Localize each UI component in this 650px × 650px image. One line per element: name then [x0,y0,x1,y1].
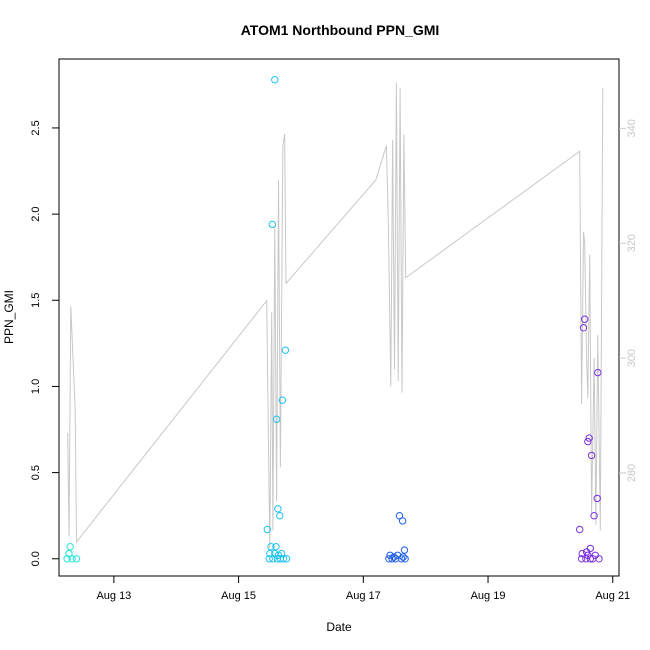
data-point [269,555,277,563]
data-point [584,437,592,446]
data-point [587,451,596,460]
y-axis-label: PPN_GMI [2,290,16,344]
data-point [593,494,601,503]
data-point [274,505,282,513]
data-point [279,555,288,563]
y-tick-label: 1.0 [30,379,42,394]
y2-tick-label: 300 [626,349,638,367]
scatter-points [63,76,603,563]
x-tick-label: Aug 17 [346,590,381,602]
y-tick-label: 2.0 [30,206,42,221]
data-point [595,555,603,563]
data-point [282,555,291,563]
data-point [585,434,593,442]
data-point [397,555,406,563]
y2-tick-label: 340 [626,119,638,137]
y2-tick-label: 280 [626,464,638,482]
data-point [586,544,594,553]
y-tick-label: 0.0 [30,551,42,566]
data-point [388,555,396,563]
series-line [67,82,604,548]
x-tick-label: Aug 21 [595,590,630,602]
data-point [72,555,81,563]
data-point [278,396,286,404]
y-tick-label: 0.5 [30,465,42,480]
data-point [68,555,76,563]
data-point [276,512,284,520]
data-point [594,368,602,377]
data-point [590,512,598,520]
data-point [398,517,407,525]
data-point [576,525,584,534]
y-axis-right: 280 300 320 340 [619,119,638,482]
chart-title: ATOM1 Northbound PPN_GMI [241,22,440,38]
data-point [390,553,398,561]
x-tick-label: Aug 15 [221,590,256,602]
x-axis-label: Date [326,620,352,634]
y-axis-left: 0.0 0.5 1.0 1.5 2.0 2.5 [30,120,59,566]
line-series [67,82,604,548]
data-point [401,555,409,563]
data-point [263,525,271,534]
y-tick-label: 2.5 [30,120,42,135]
data-point [392,555,400,563]
data-point [579,324,588,332]
data-point [386,551,394,559]
y2-tick-label: 320 [626,234,638,252]
x-tick-label: Aug 13 [96,590,131,602]
data-point [63,555,71,563]
x-tick-label: Aug 19 [471,590,506,602]
data-point [271,549,279,558]
data-point [272,415,281,423]
data-point [267,543,275,551]
plot-frame [58,58,620,577]
y-tick-label: 1.5 [30,293,42,308]
data-point [586,555,594,563]
data-point [272,543,280,551]
data-point [66,543,74,551]
x-axis: Aug 13 Aug 15 Aug 17 Aug 19 Aug 21 [96,576,630,602]
data-point [268,220,276,229]
data-point [577,555,586,563]
data-point [265,555,273,563]
data-point [399,553,407,561]
data-point [581,315,589,323]
data-point [281,346,290,354]
data-point [271,76,279,84]
data-point [400,546,409,554]
